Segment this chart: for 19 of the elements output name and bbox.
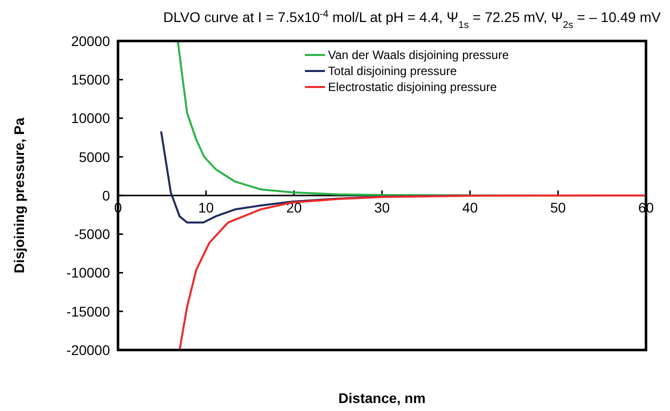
x-tick-label: 50 bbox=[550, 200, 566, 216]
x-axis-title: Distance, nm bbox=[338, 390, 426, 406]
legend-label: Van der Waals disjoining pressure bbox=[328, 48, 510, 62]
y-tick-label: 5000 bbox=[78, 148, 110, 165]
x-tick-label: 30 bbox=[374, 200, 390, 216]
y-tick-label: 20000 bbox=[71, 32, 110, 49]
y-axis-title: Disjoining pressure, Pa bbox=[11, 117, 27, 274]
x-tick-label: 10 bbox=[198, 200, 214, 216]
y-tick-label: -5000 bbox=[74, 226, 110, 242]
y-tick-label: -15000 bbox=[66, 303, 110, 320]
y-tick-label: 15000 bbox=[71, 72, 110, 88]
y-tick-label: 0 bbox=[102, 187, 110, 204]
y-tick-label: -10000 bbox=[66, 264, 110, 281]
legend-label: Total disjoining pressure bbox=[328, 64, 458, 78]
chart-title: DLVO curve at I = 7.5x10$^{-4}$ mol/L at pH = 4.4, Ψ$_{1s}$ = 72.25 mV, Ψ$_{2s}$ = – 10.49 mV bbox=[163, 8, 662, 30]
x-tick-label: 40 bbox=[462, 200, 478, 216]
legend-label: Electrostatic disjoining pressure bbox=[328, 80, 498, 94]
y-tick-label: -20000 bbox=[66, 342, 110, 358]
y-tick-label: 10000 bbox=[71, 110, 110, 126]
